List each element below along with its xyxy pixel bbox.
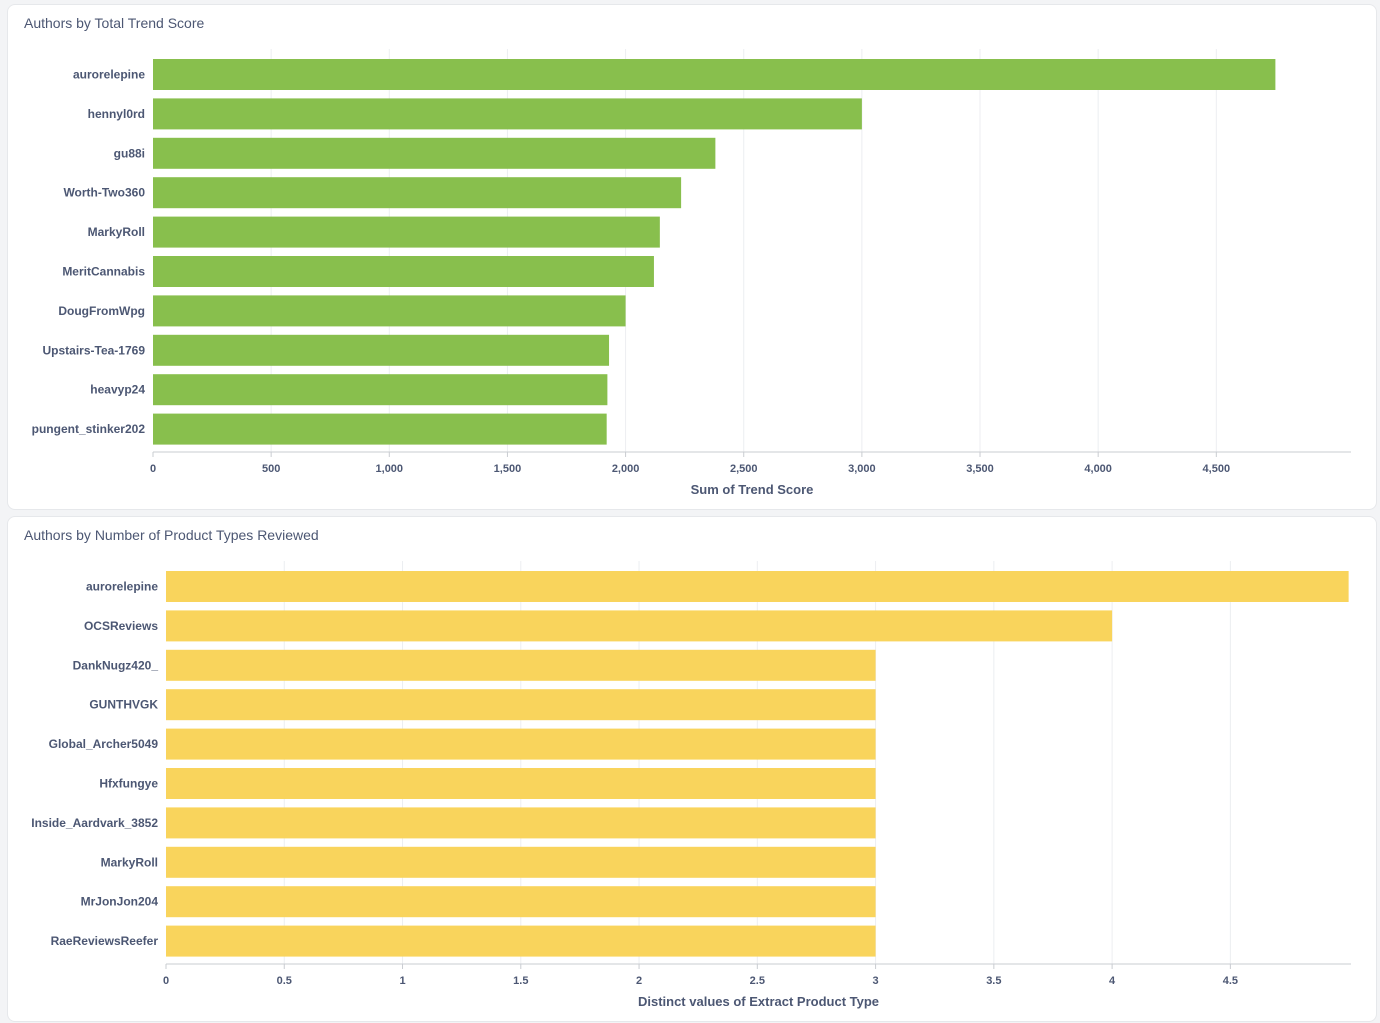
chart-title[interactable]: Authors by Number of Product Types Revie…: [24, 527, 319, 543]
x-tick-label: 0: [163, 975, 169, 987]
x-axis-title: Distinct values of Extract Product Type: [638, 994, 879, 1009]
x-tick-label: 1: [399, 975, 405, 987]
bar[interactable]: [166, 768, 876, 799]
x-tick-label: 1,500: [494, 463, 522, 475]
bar[interactable]: [153, 216, 660, 248]
category-label: pungent_stinker202: [32, 422, 146, 436]
x-tick-label: 4,500: [1203, 463, 1231, 475]
bar[interactable]: [153, 256, 654, 287]
bar[interactable]: [153, 59, 1276, 90]
x-tick-label: 2: [636, 975, 642, 987]
x-axis-title: Sum of Trend Score: [691, 482, 814, 497]
category-label: heavyp24: [90, 383, 145, 397]
bar[interactable]: [153, 374, 608, 406]
x-tick-label: 0.5: [277, 975, 292, 987]
bar[interactable]: [153, 295, 626, 327]
x-tick-label: 500: [262, 463, 280, 475]
bar[interactable]: [166, 846, 876, 878]
bar[interactable]: [166, 886, 876, 918]
x-tick-label: 2,500: [730, 463, 758, 475]
x-tick-label: 3,000: [848, 463, 876, 475]
bar-chart-trend-score: aurorelepine hennyl0rd gu88i Worth-Two360 Ma…: [32, 49, 1351, 497]
x-tick-label: 3: [873, 975, 879, 987]
x-tick-label: 4,000: [1084, 463, 1112, 475]
category-label: Hfxfungye: [99, 777, 158, 791]
category-label: Upstairs-Tea-1769: [43, 343, 146, 357]
category-label: Global_Archer5049: [49, 737, 159, 751]
bar[interactable]: [153, 177, 682, 209]
chart-card-product-types: Authors by Number of Product Types Revie…: [7, 516, 1377, 1022]
x-tick-label: 2.5: [750, 975, 765, 987]
category-label: MrJonJon204: [81, 895, 159, 909]
x-tick-label: 2,000: [612, 463, 640, 475]
bar[interactable]: [166, 728, 876, 760]
category-label: GUNTHVGK: [89, 698, 158, 712]
bar[interactable]: [166, 689, 876, 721]
category-label: aurorelepine: [73, 68, 145, 82]
x-tick-label: 3.5: [986, 975, 1001, 987]
x-tick-label: 1.5: [513, 975, 528, 987]
bar-chart-product-types: aurorelepine OCSReviews DankNugz420_ GUNTHV…: [31, 561, 1351, 1009]
bar[interactable]: [153, 98, 862, 130]
bar[interactable]: [153, 413, 607, 445]
category-label: Inside_Aardvark_3852: [31, 816, 158, 830]
category-label: MarkyRoll: [88, 225, 145, 239]
category-label: MeritCannabis: [62, 265, 145, 279]
category-label: RaeReviewsReefer: [51, 934, 159, 948]
category-label: DankNugz420_: [73, 658, 159, 672]
x-tick-label: 4.5: [1223, 975, 1238, 987]
bar[interactable]: [166, 571, 1349, 602]
bar[interactable]: [153, 137, 716, 169]
category-label: hennyl0rd: [88, 107, 145, 121]
x-tick-label: 3,500: [966, 463, 994, 475]
bar[interactable]: [166, 925, 876, 957]
category-label: OCSReviews: [84, 619, 158, 633]
chart-card-trend-score: Authors by Total Trend Score aurorelepin…: [7, 4, 1377, 510]
x-tick-label: 1,000: [376, 463, 404, 475]
bar[interactable]: [153, 334, 610, 366]
category-label: MarkyRoll: [101, 855, 158, 869]
category-label: DougFromWpg: [58, 304, 145, 318]
category-label: gu88i: [114, 146, 145, 160]
bar[interactable]: [166, 807, 876, 839]
chart-title[interactable]: Authors by Total Trend Score: [24, 15, 205, 31]
category-label: Worth-Two360: [63, 186, 145, 200]
bar[interactable]: [166, 649, 876, 681]
x-tick-label: 0: [150, 463, 156, 475]
bar[interactable]: [166, 610, 1113, 642]
category-label: aurorelepine: [86, 580, 158, 594]
x-tick-label: 4: [1109, 975, 1116, 987]
